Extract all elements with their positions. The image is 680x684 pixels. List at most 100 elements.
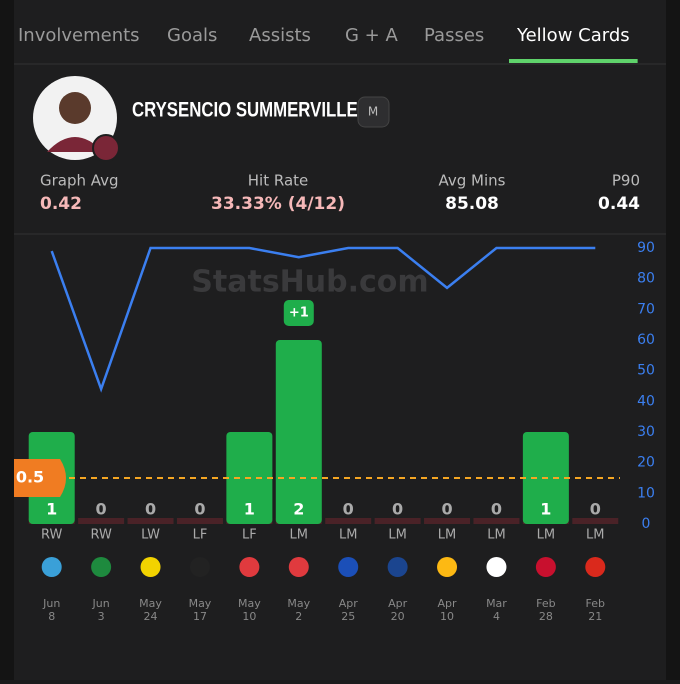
tab[interactable]: G + A — [345, 25, 398, 46]
date-month: May — [189, 597, 212, 610]
date-month: Feb — [586, 597, 605, 610]
y2-tick-label: 10 — [637, 485, 655, 501]
bar-value-label: 2 — [293, 500, 304, 519]
position-label: LM — [388, 528, 406, 543]
date-month: Jun — [92, 597, 110, 610]
y2-tick-label: 50 — [637, 363, 655, 379]
date-month: Apr — [339, 597, 359, 610]
date-day: 20 — [391, 610, 405, 623]
date-month: May — [238, 597, 261, 610]
date-day: 3 — [98, 610, 105, 623]
y2-tick-label: 70 — [637, 301, 655, 317]
bar-base — [424, 518, 471, 524]
bar-base — [325, 518, 372, 524]
tab[interactable]: Yellow Cards — [516, 25, 630, 46]
tab[interactable]: Passes — [424, 25, 484, 46]
opponent-logo — [437, 557, 458, 577]
date-day: 21 — [588, 610, 602, 623]
position-badge — [357, 96, 390, 128]
player-shirt — [47, 137, 103, 152]
date-month: Apr — [438, 597, 458, 610]
position-label: LM — [487, 528, 505, 543]
minutes-line — [50, 246, 596, 393]
opponent-logo — [140, 557, 161, 577]
opponent-logo — [585, 557, 606, 577]
y2-tick-label: 80 — [637, 271, 655, 287]
stat-value: 85.08 — [445, 194, 499, 214]
threshold-label: 0.5 — [16, 468, 44, 487]
date-day: 10 — [242, 610, 256, 623]
date-day: 25 — [341, 610, 355, 623]
position-label: LM — [339, 528, 357, 543]
bar-base — [572, 518, 619, 524]
bar-value-label: 1 — [540, 500, 551, 519]
date-day: 4 — [493, 610, 500, 623]
y2-tick-label: 0 — [642, 516, 651, 532]
stat-value: 0.42 — [40, 194, 82, 214]
opponent-logo — [189, 557, 210, 577]
stat-label: P90 — [612, 172, 640, 190]
date-month: May — [139, 597, 162, 610]
opponent-logo — [387, 557, 408, 577]
bar-value-label: 0 — [491, 500, 502, 519]
bar-base — [374, 518, 421, 524]
position-label: RW — [90, 528, 112, 543]
date-day: 2 — [295, 610, 302, 623]
annotation: +1 — [289, 306, 309, 321]
date-day: 28 — [539, 610, 553, 623]
club-badge — [92, 134, 120, 162]
date-day: 17 — [193, 610, 207, 623]
y2-tick-label: 20 — [637, 455, 655, 471]
opponent-logo — [288, 557, 309, 577]
position-label: RW — [41, 528, 63, 543]
tab[interactable]: Involvements — [18, 25, 140, 46]
y2-tick-label: 90 — [637, 240, 655, 256]
position-label: LM — [438, 528, 456, 543]
bar-value-label: 0 — [590, 500, 601, 519]
position-label: LM — [586, 528, 604, 543]
date-month: Jun — [42, 597, 60, 610]
opponent-logo — [91, 557, 112, 577]
y2-tick-label: 60 — [637, 332, 655, 348]
date-day: 24 — [144, 610, 158, 623]
player-face — [59, 92, 91, 124]
bar-base — [127, 518, 174, 524]
date-month: May — [287, 597, 310, 610]
date-day: 10 — [440, 610, 454, 623]
tab-underline — [509, 59, 638, 63]
bar-value-label: 0 — [96, 500, 107, 519]
y2-tick-label: 30 — [637, 424, 655, 440]
position-label: LW — [141, 528, 160, 543]
stat-label: Avg Mins — [439, 172, 506, 190]
position-label: LF — [242, 528, 257, 543]
position-label: LM — [290, 528, 308, 543]
position-label: LM — [537, 528, 555, 543]
opponent-logo — [41, 557, 62, 577]
bar-value-label: 0 — [194, 500, 205, 519]
bar-base — [176, 518, 223, 524]
stat-label: Graph Avg — [40, 172, 119, 190]
bar-value-label: 1 — [244, 500, 255, 519]
bar-value-label: 1 — [46, 500, 57, 519]
date-month: Apr — [388, 597, 408, 610]
opponent-logo — [486, 557, 507, 577]
date-day: 8 — [48, 610, 55, 623]
bar — [275, 340, 322, 524]
stat-value: 33.33% (4/12) — [211, 194, 345, 214]
player-position: M — [368, 105, 378, 119]
position-label: LF — [193, 528, 208, 543]
bar-base — [473, 518, 520, 524]
tab[interactable]: Goals — [167, 25, 217, 46]
stat-label: Hit Rate — [248, 172, 309, 190]
stat-value: 0.44 — [598, 194, 640, 214]
bar-value-label: 0 — [343, 500, 354, 519]
bar-value-label: 0 — [392, 500, 403, 519]
player-name: CRYSENCIO SUMMERVILLE — [132, 99, 358, 122]
bar-base — [78, 518, 125, 524]
watermark: StatsHub.com — [191, 265, 428, 300]
opponent-logo — [239, 557, 260, 577]
opponent-logo — [535, 557, 556, 577]
annotation-box — [283, 300, 314, 326]
opponent-logo — [338, 557, 359, 577]
tab[interactable]: Assists — [249, 25, 311, 46]
